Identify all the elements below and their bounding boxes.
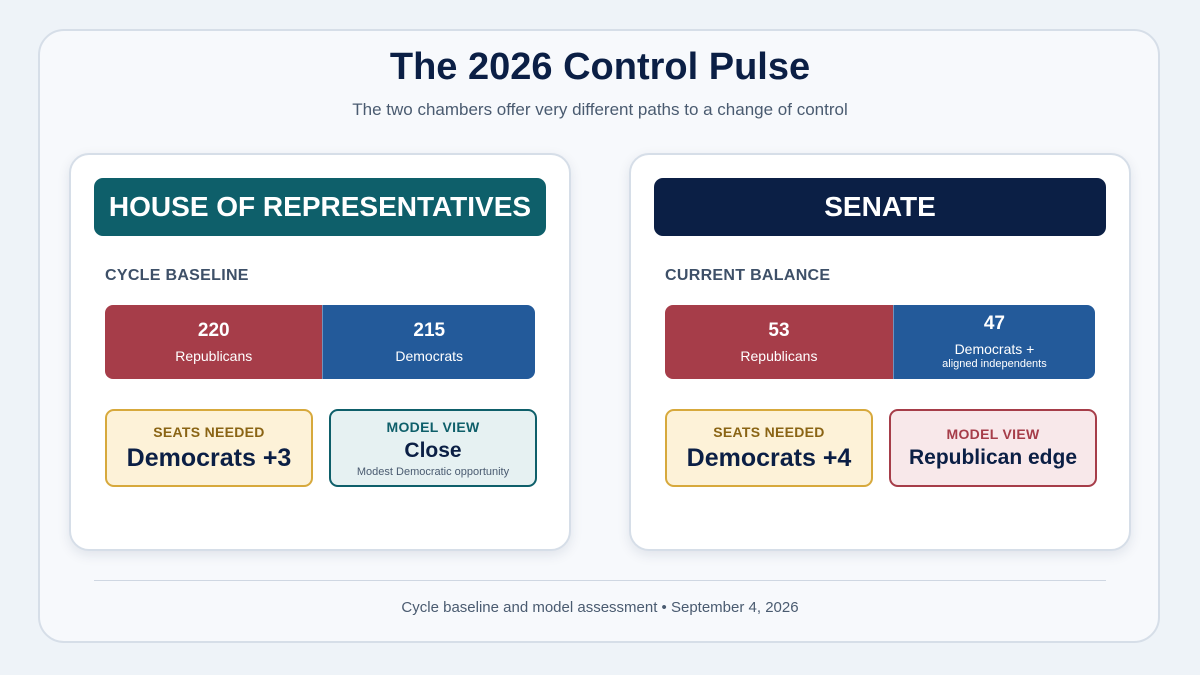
house-model-view-card: MODEL VIEW Close Modest Democratic oppor… bbox=[329, 409, 537, 487]
senate-republicans-segment: 53 Republicans bbox=[665, 305, 893, 379]
senate-seats-needed-label: SEATS NEEDED bbox=[713, 423, 825, 440]
house-model-view-value: Close bbox=[404, 438, 462, 462]
senate-panel: SENATE CURRENT BALANCE 53 Republicans 47… bbox=[629, 153, 1131, 551]
senate-democrats-segment: 47 Democrats + aligned independents bbox=[892, 305, 1095, 379]
senate-seats-needed-value: Democrats +4 bbox=[686, 443, 852, 472]
senate-seats-needed-card: SEATS NEEDED Democrats +4 bbox=[665, 409, 873, 487]
house-model-view-label: MODEL VIEW bbox=[386, 418, 480, 435]
senate-model-view-value: Republican edge bbox=[908, 446, 1078, 469]
senate-model-view-card: MODEL VIEW Republican edge bbox=[889, 409, 1097, 487]
house-republicans-label: Republicans bbox=[175, 348, 253, 364]
senate-seat-bar: 53 Republicans 47 Democrats + aligned in… bbox=[665, 305, 1095, 379]
house-seat-bar: 220 Republicans 215 Democrats bbox=[105, 305, 535, 379]
house-democrats-label: Democrats bbox=[395, 348, 464, 364]
senate-democrats-sublabel: aligned independents bbox=[942, 358, 1047, 370]
page-title: The 2026 Control Pulse bbox=[389, 46, 811, 88]
senate-republicans-label: Republicans bbox=[740, 348, 818, 364]
house-banner: HOUSE OF REPRESENTATIVES bbox=[94, 178, 546, 236]
senate-democrats-label: Democrats + bbox=[954, 341, 1035, 357]
house-seats-needed-value: Democrats +3 bbox=[126, 443, 292, 472]
house-seats-needed-card: SEATS NEEDED Democrats +3 bbox=[105, 409, 313, 487]
house-republicans-segment: 220 Republicans bbox=[105, 305, 323, 379]
senate-model-view-label: MODEL VIEW bbox=[946, 426, 1040, 442]
senate-section-label: CURRENT BALANCE bbox=[665, 267, 831, 284]
footer-divider bbox=[94, 580, 1106, 581]
house-seats-needed-label: SEATS NEEDED bbox=[153, 423, 265, 440]
footer-note: Cycle baseline and model assessment • Se… bbox=[401, 599, 799, 616]
house-democrats-count: 215 bbox=[413, 320, 446, 341]
house-republicans-count: 220 bbox=[197, 320, 230, 341]
house-section-label: CYCLE BASELINE bbox=[105, 267, 249, 284]
senate-banner: SENATE bbox=[654, 178, 1106, 236]
senate-republicans-count: 53 bbox=[768, 320, 790, 341]
page-subtitle: The two chambers offer very different pa… bbox=[352, 100, 848, 119]
house-model-view-note: Modest Democratic opportunity bbox=[356, 465, 510, 478]
house-democrats-segment: 215 Democrats bbox=[322, 305, 535, 379]
senate-democrats-count: 47 bbox=[983, 313, 1005, 334]
house-panel: HOUSE OF REPRESENTATIVES CYCLE BASELINE … bbox=[69, 153, 571, 551]
